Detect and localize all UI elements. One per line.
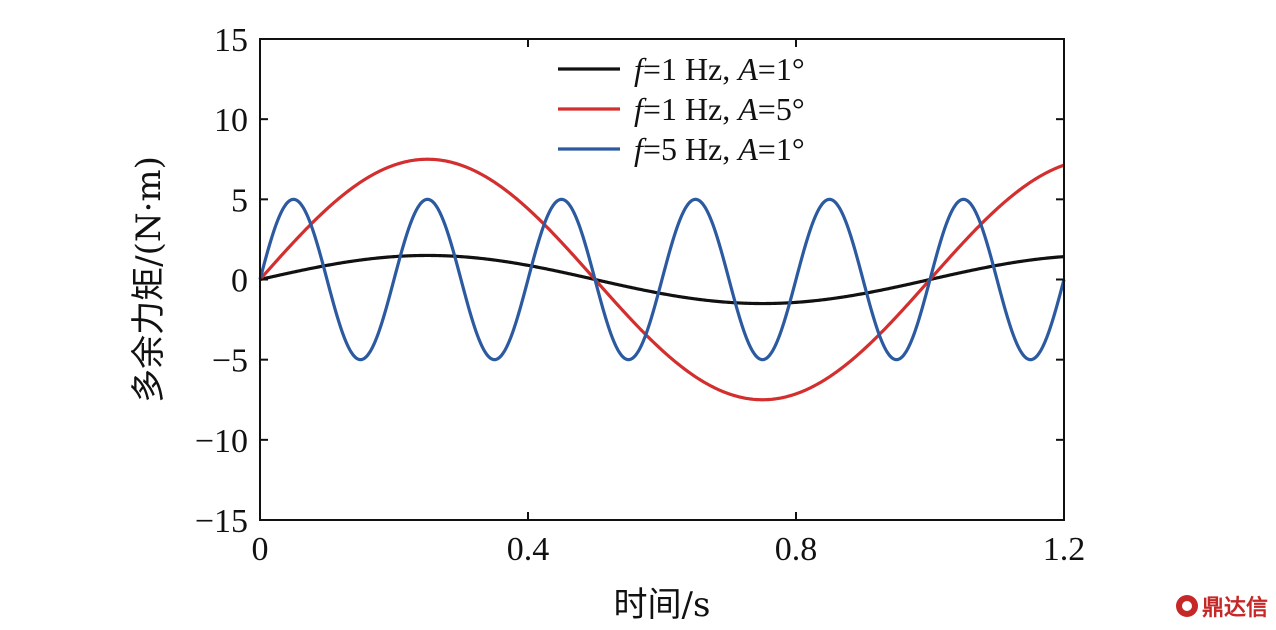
y-tick-label: −10: [195, 423, 248, 460]
legend-label-3: f=5 Hz, A=1°: [634, 131, 805, 167]
legend-label-2: f=1 Hz, A=5°: [634, 91, 805, 127]
y-tick-label: 0: [231, 263, 248, 300]
ticks: [259, 38, 1065, 521]
y-tick-label: −5: [212, 343, 248, 380]
y-axis-title: 多余力矩/(N·m): [129, 156, 169, 403]
y-tick-label: 5: [231, 182, 248, 219]
x-tick-label: 0.4: [507, 531, 550, 568]
x-tick-label: 0.8: [775, 531, 818, 568]
legend: f=1 Hz, A=1° f=1 Hz, A=5° f=5 Hz, A=1°: [558, 51, 805, 167]
y-tick-label: 10: [214, 102, 248, 139]
series-line-3: [258, 197, 1066, 362]
legend-label-1: f=1 Hz, A=1°: [634, 51, 805, 87]
x-tick-label: 1.2: [1043, 531, 1086, 568]
plot-lines: [258, 157, 1066, 402]
tick-labels: 0 0.4 0.8 1.2 15 10 5 0 −5 −10 −15: [195, 22, 1085, 568]
x-tick-label: 0: [252, 531, 269, 568]
x-axis-title: 时间/s: [614, 585, 711, 625]
watermark-logo: 鼎达信: [1175, 590, 1268, 622]
logo-icon: [1175, 595, 1198, 617]
y-tick-label: 15: [214, 22, 248, 59]
watermark-text: 鼎达信: [1201, 596, 1268, 621]
y-tick-label: −15: [195, 503, 248, 540]
